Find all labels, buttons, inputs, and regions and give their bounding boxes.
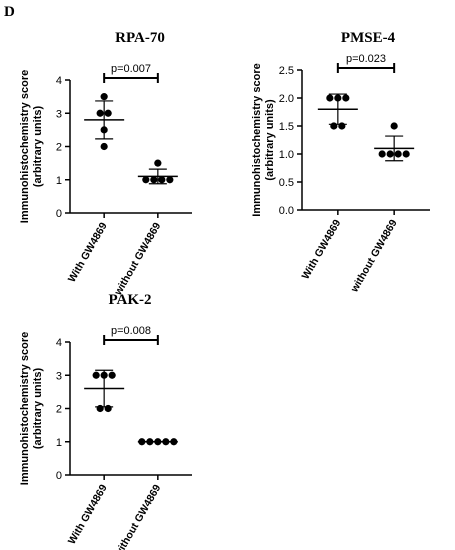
x-tick-label: With GW4869 bbox=[300, 217, 344, 281]
data-point bbox=[390, 122, 398, 130]
data-point bbox=[142, 176, 150, 184]
y-tick-label: 0 bbox=[56, 208, 62, 220]
y-axis-label: (arbitrary units) bbox=[264, 99, 276, 181]
data-point bbox=[166, 176, 174, 184]
y-axis-label: Immunohistochemistry score bbox=[19, 332, 31, 485]
data-point bbox=[104, 404, 112, 413]
y-tick-label: 0.0 bbox=[279, 205, 294, 217]
y-tick-label: 3 bbox=[56, 108, 62, 120]
data-point bbox=[108, 371, 116, 379]
chart-title: RPA-70 bbox=[115, 30, 165, 46]
error-bar bbox=[148, 168, 167, 185]
error-bar bbox=[95, 100, 114, 140]
y-axis-label: Immunohistochemistry score bbox=[19, 70, 31, 223]
data-point bbox=[96, 109, 104, 117]
data-point bbox=[326, 94, 334, 102]
data-point bbox=[378, 150, 386, 158]
data-point bbox=[386, 150, 394, 158]
error-bar bbox=[95, 369, 114, 408]
data-point bbox=[100, 93, 108, 101]
chart-title: PAK-2 bbox=[108, 292, 151, 308]
data-point bbox=[154, 159, 162, 167]
data-point bbox=[402, 150, 410, 158]
y-axis-label: (arbitrary units) bbox=[32, 106, 44, 188]
x-tick-label: without GW4869 bbox=[112, 220, 164, 298]
y-tick-label: 1 bbox=[56, 437, 62, 449]
data-point bbox=[150, 176, 158, 184]
data-point bbox=[104, 109, 112, 117]
data-point bbox=[96, 404, 104, 413]
y-axis-label: (arbitrary units) bbox=[32, 368, 44, 450]
error-bar bbox=[328, 93, 347, 125]
x-tick-label: without GW4869 bbox=[112, 482, 164, 550]
data-point bbox=[338, 122, 346, 130]
y-tick-label: 3 bbox=[56, 370, 62, 382]
p-value: p=0.008 bbox=[111, 325, 151, 337]
p-value: p=0.023 bbox=[346, 53, 386, 65]
panel-label: D bbox=[4, 4, 15, 20]
y-tick-label: 1.5 bbox=[279, 121, 294, 133]
data-point bbox=[92, 371, 100, 379]
chart-title: PMSE-4 bbox=[341, 30, 396, 46]
data-point bbox=[100, 142, 108, 151]
error-bar bbox=[385, 135, 404, 162]
y-tick-label: 2.5 bbox=[279, 65, 294, 77]
y-tick-label: 2 bbox=[56, 404, 62, 416]
data-point bbox=[342, 94, 350, 102]
y-tick-label: 2 bbox=[56, 142, 62, 154]
x-tick-label: With GW4869 bbox=[66, 482, 110, 546]
y-axis-label: Immunohistochemistry score bbox=[251, 63, 263, 216]
data-point bbox=[330, 122, 338, 130]
y-tick-label: 1.0 bbox=[279, 149, 294, 161]
y-tick-label: 4 bbox=[56, 75, 62, 87]
y-tick-label: 2.0 bbox=[279, 93, 294, 105]
x-tick-label: without GW4869 bbox=[348, 217, 400, 295]
x-tick-label: With GW4869 bbox=[66, 220, 110, 284]
data-point bbox=[394, 150, 402, 158]
y-tick-label: 1 bbox=[56, 175, 62, 187]
y-tick-label: 0.5 bbox=[279, 177, 294, 189]
data-point bbox=[158, 176, 166, 184]
y-tick-label: 0 bbox=[56, 470, 62, 482]
p-value: p=0.007 bbox=[111, 63, 151, 75]
y-tick-label: 4 bbox=[56, 337, 62, 349]
